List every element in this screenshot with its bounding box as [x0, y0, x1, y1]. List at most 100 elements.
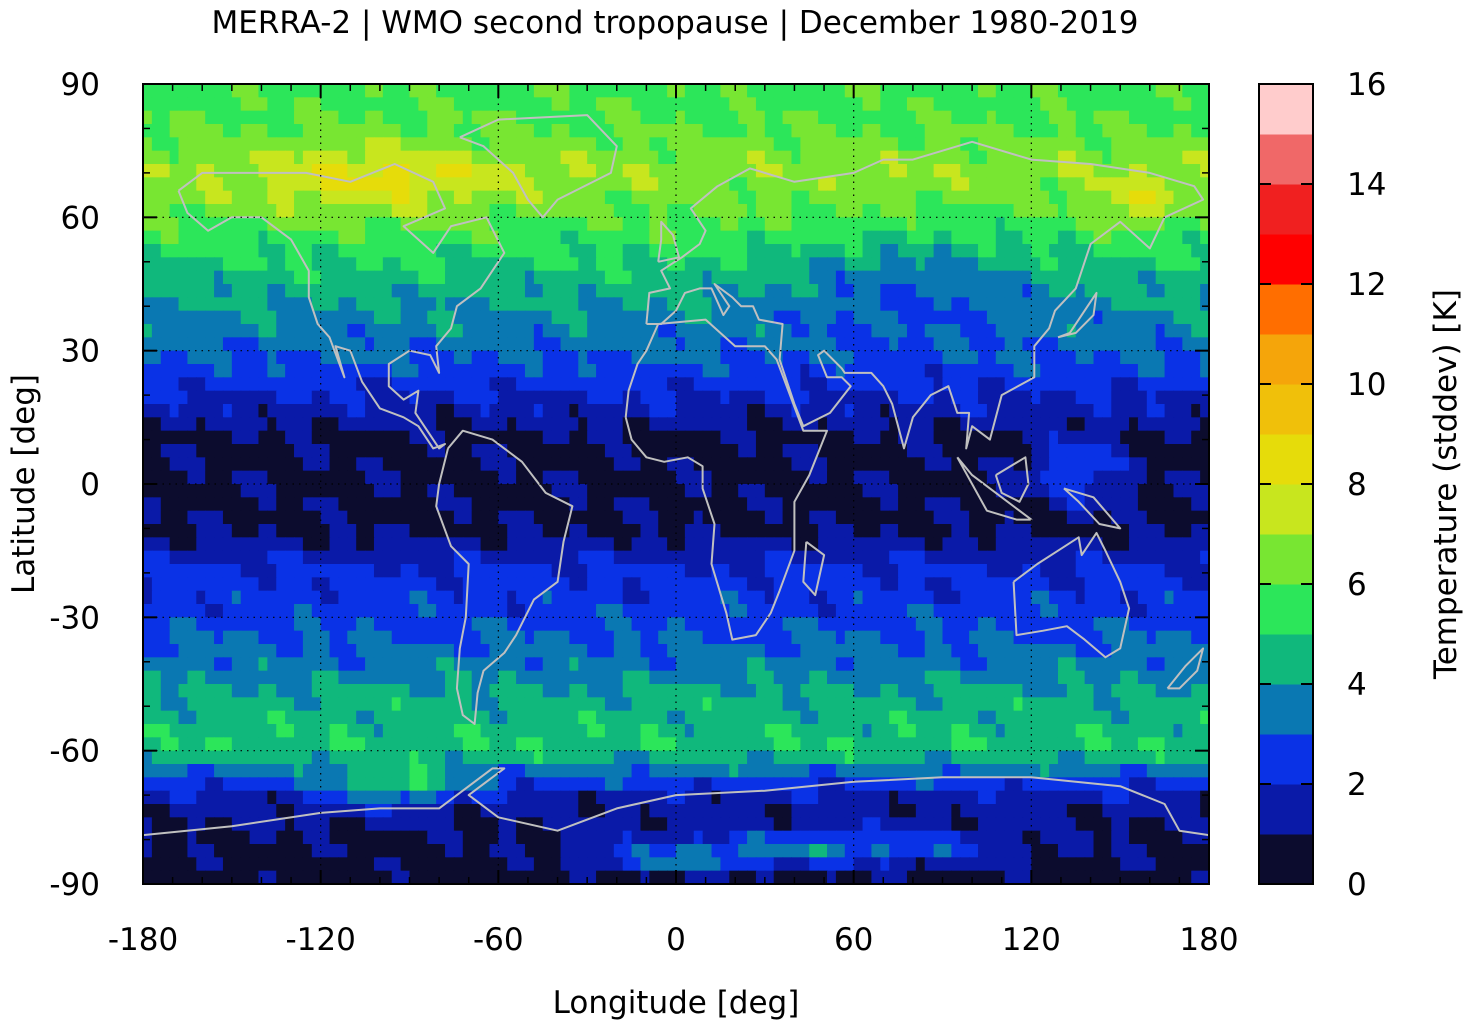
heat-cell	[702, 564, 713, 578]
heat-cell	[400, 244, 411, 258]
heat-cell	[960, 190, 970, 205]
heat-cell	[222, 404, 233, 418]
heat-cell	[649, 190, 659, 205]
heat-cell	[524, 524, 535, 538]
heat-cell	[951, 97, 961, 112]
heat-cell	[773, 350, 784, 365]
heat-cell	[1075, 604, 1086, 618]
heat-cell	[587, 324, 597, 338]
heat-cell	[915, 604, 926, 618]
heat-cell	[436, 617, 446, 632]
heat-cell	[924, 230, 935, 245]
heat-cell	[551, 444, 562, 458]
heat-cell	[1093, 244, 1103, 258]
heat-cell	[711, 324, 722, 338]
heat-cell	[276, 97, 286, 112]
heat-cell	[720, 324, 730, 338]
heat-cell	[507, 310, 517, 325]
heat-cell	[1129, 390, 1139, 405]
heat-cell	[267, 510, 277, 525]
heat-cell	[453, 404, 464, 418]
heat-cell	[747, 110, 757, 125]
heat-cell	[578, 590, 588, 605]
heat-cell	[791, 430, 801, 445]
heat-cell	[453, 137, 464, 152]
heat-cell	[1173, 230, 1183, 245]
heat-cell	[524, 124, 535, 138]
heat-cell	[1146, 350, 1157, 365]
heat-cell	[622, 297, 633, 312]
heat-cell	[569, 524, 579, 538]
heat-cell	[978, 84, 988, 98]
heat-cell	[764, 324, 775, 338]
heat-cell	[551, 310, 562, 325]
heat-cell	[382, 230, 393, 245]
heat-cell	[373, 590, 384, 605]
heat-cell	[604, 124, 615, 138]
heat-cell	[436, 390, 446, 405]
heat-cell	[1013, 537, 1024, 552]
heat-cell	[391, 577, 402, 592]
heat-cell	[320, 630, 331, 645]
heat-cell	[942, 444, 952, 458]
heat-cell	[1040, 350, 1050, 365]
heat-cell	[684, 497, 695, 512]
heat-cell	[1040, 457, 1050, 472]
heat-cell	[285, 604, 295, 618]
heat-cell	[1129, 577, 1139, 592]
heat-cell	[1049, 377, 1059, 392]
heat-cell	[738, 230, 748, 245]
heat-cell	[551, 430, 562, 445]
heat-cell	[365, 110, 375, 125]
heat-cell	[791, 284, 801, 298]
heat-cell	[489, 310, 499, 325]
heat-cell	[995, 164, 1006, 178]
heat-cell	[294, 604, 304, 618]
heat-cell	[462, 137, 473, 152]
heat-cell	[276, 404, 286, 418]
heat-cell	[995, 297, 1006, 312]
heat-cell	[1049, 457, 1059, 472]
heat-cell	[249, 590, 260, 605]
heat-cell	[400, 190, 411, 205]
heat-cell	[969, 204, 979, 218]
heat-cell	[711, 124, 722, 138]
heat-cell	[915, 457, 926, 472]
heat-cell	[693, 497, 704, 512]
heat-cell	[578, 97, 588, 112]
heat-cell	[906, 617, 917, 632]
heat-cell	[604, 604, 615, 618]
heat-cell	[658, 177, 668, 192]
heat-cell	[231, 177, 242, 192]
heat-cell	[587, 404, 597, 418]
heat-cell	[1137, 497, 1148, 512]
heat-cell	[809, 150, 819, 165]
heat-cell	[231, 577, 242, 592]
heat-cell	[151, 604, 162, 618]
heat-cell	[338, 484, 348, 498]
heat-cell	[1022, 297, 1032, 312]
heat-cell	[906, 84, 917, 98]
heat-cell	[720, 137, 730, 152]
heat-cell	[942, 137, 952, 152]
heat-cell	[471, 337, 482, 352]
heat-cell	[373, 97, 384, 112]
heat-cell	[622, 537, 633, 552]
heat-cell	[214, 470, 224, 485]
heat-cell	[1129, 364, 1139, 378]
heat-cell	[693, 590, 704, 605]
heat-cell	[596, 297, 606, 312]
heat-cell	[862, 337, 873, 352]
heat-cell	[516, 124, 526, 138]
heat-cell	[1013, 284, 1024, 298]
heat-cell	[649, 297, 659, 312]
heat-cell	[622, 337, 633, 352]
heat-cell	[853, 177, 864, 192]
heat-cell	[640, 297, 650, 312]
heat-cell	[658, 590, 668, 605]
heat-cell	[1084, 390, 1095, 405]
heat-cell	[1013, 337, 1024, 352]
heat-cell	[667, 484, 677, 498]
heat-cell	[1066, 244, 1077, 258]
heat-cell	[978, 230, 988, 245]
